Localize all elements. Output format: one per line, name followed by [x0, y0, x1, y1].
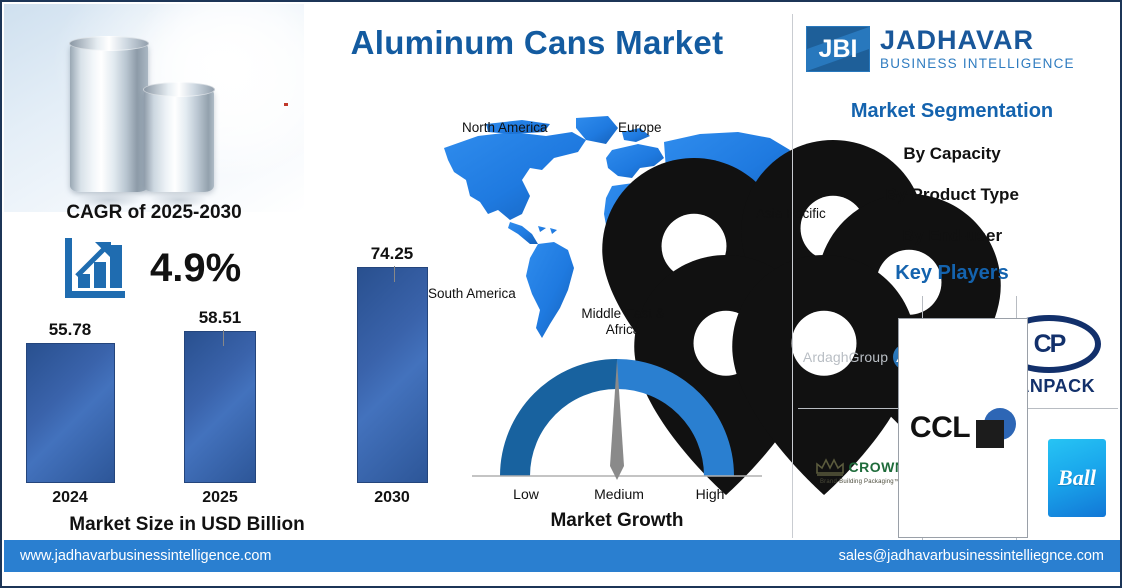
bar-rect [356, 267, 428, 483]
can-lid [69, 36, 149, 51]
ball-name: Ball [1058, 465, 1096, 490]
vertical-divider [792, 14, 793, 538]
gauge-needle [610, 360, 624, 480]
ball-logo-icon: Ball [1048, 439, 1106, 517]
ccl-name: CCL [909, 411, 971, 444]
gauge-tick-medium: Medium [594, 486, 644, 502]
canpack-cp-text: CP [1033, 329, 1067, 358]
brand-wordmark: JADHAVAR BUSINESS INTELLIGENCE [880, 25, 1075, 72]
gauge-arc-right [617, 359, 734, 476]
bar-group-2030: 74.25 2030 [332, 244, 452, 507]
crown-name: CROWN [848, 459, 906, 475]
key-players-title: Key Players [895, 262, 1009, 284]
bar-value-label: 55.78 [48, 320, 92, 339]
jbi-badge-icon: JBI [806, 26, 870, 72]
market-size-bar-chart: 55.78 2024 58.51 2025 74.25 2030 [2, 238, 442, 528]
right-panel: JBI JADHAVAR BUSINESS INTELLIGENCE Marke… [792, 4, 1120, 544]
bar-rect [25, 343, 115, 483]
badge-shade-bottom [807, 49, 869, 71]
can-reflection [150, 192, 208, 208]
badge-shade-top [807, 27, 869, 49]
footer-website-link[interactable]: www.jadhavarbusinessintelligence.com [20, 548, 272, 564]
gauge-arc-left [500, 359, 617, 476]
map-label-south-america: South America [428, 286, 516, 301]
bar-group-2024: 55.78 2024 [10, 320, 130, 507]
brand-logo: JBI JADHAVAR BUSINESS INTELLIGENCE [806, 26, 1075, 72]
logo-ball: Ball [1038, 434, 1116, 522]
cagr-value: 4.9% [150, 245, 242, 290]
aluminum-can-tall [69, 36, 149, 208]
key-players-logo-grid: ArdaghGroup AG CP CANPACK [798, 296, 1118, 540]
page-title: Aluminum Cans Market [350, 24, 724, 61]
market-growth-gauge: Low Medium High Market Growth [472, 358, 762, 538]
segmentation-title: Market Segmentation [850, 100, 1054, 122]
ardagh-name: ArdaghGroup [802, 349, 889, 365]
gauge-caption: Market Growth [550, 510, 684, 531]
world-map: North America Europe Asia Pacific South … [426, 110, 1001, 495]
gauge-tick-low: Low [513, 486, 539, 502]
segmentation-item-capacity: By Capacity [903, 144, 1001, 163]
red-speck [284, 103, 288, 106]
crown-icon [815, 458, 844, 476]
crown-tagline: Brand-Building Packaging™ [819, 479, 901, 485]
map-pin-middle-east-africa [732, 255, 916, 495]
gauge-tick-high: High [695, 486, 725, 502]
ccl-square [976, 420, 1005, 448]
bar-leader-line [223, 330, 224, 346]
logo-ccl: CCL [898, 318, 1028, 538]
bar-value-label: 58.51 [198, 308, 242, 327]
brand-tagline: BUSINESS INTELLIGENCE [880, 56, 1075, 71]
ccl-mark-icon [976, 408, 1017, 448]
bar-group-2025: 58.51 2025 [160, 308, 280, 507]
bar-value-label: 74.25 [370, 244, 414, 263]
map-label-north-america: North America [462, 120, 548, 135]
gauge-tick-labels: Low Medium High [472, 486, 762, 502]
map-label-middle-east-africa: Middle East & Africa [581, 306, 665, 337]
map-label-europe: Europe [618, 120, 662, 135]
logo-crown: CROWN Brand-Building Packaging™ [800, 436, 920, 506]
bar-category-label: 2024 [52, 489, 88, 506]
bar-category-label: 2030 [374, 489, 410, 506]
segmentation-item-end-user: By End-user [901, 226, 1003, 245]
cagr-label: CAGR of 2025-2030 [66, 202, 242, 223]
footer-bar: www.jadhavarbusinessintelligence.com sal… [4, 540, 1120, 572]
cagr-row: 4.9% [62, 236, 241, 300]
can-lid [143, 82, 215, 97]
footer-email-link[interactable]: sales@jadhavarbusinessintelliegnce.com [838, 548, 1104, 564]
growth-bar-chart-icon [65, 238, 125, 298]
aluminum-can-short [143, 82, 215, 208]
bar-category-label: 2025 [202, 489, 238, 506]
can-reflection [76, 192, 142, 208]
gauge-svg [472, 359, 762, 480]
segmentation-item-product-type: By Product Type [885, 185, 1019, 204]
brand-name: JADHAVAR [880, 25, 1035, 55]
bar-chart-caption: Market Size in USD Billion [69, 514, 305, 535]
bar-leader-line [394, 266, 395, 282]
jbi-badge-text: JBI [818, 34, 858, 63]
bar-rect [184, 331, 256, 483]
map-label-asia-pacific: Asia Pacific [756, 206, 826, 221]
aluminum-cans-photo [4, 2, 344, 212]
